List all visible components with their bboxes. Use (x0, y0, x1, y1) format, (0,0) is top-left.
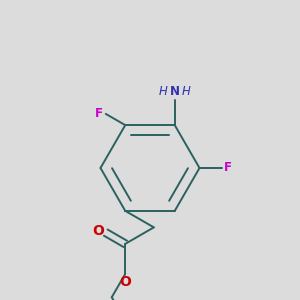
Text: O: O (119, 275, 131, 290)
Text: H: H (159, 85, 168, 98)
Text: O: O (92, 224, 104, 238)
Text: F: F (224, 161, 232, 174)
Text: N: N (170, 85, 180, 98)
Text: H: H (182, 85, 190, 98)
Text: F: F (95, 107, 104, 120)
